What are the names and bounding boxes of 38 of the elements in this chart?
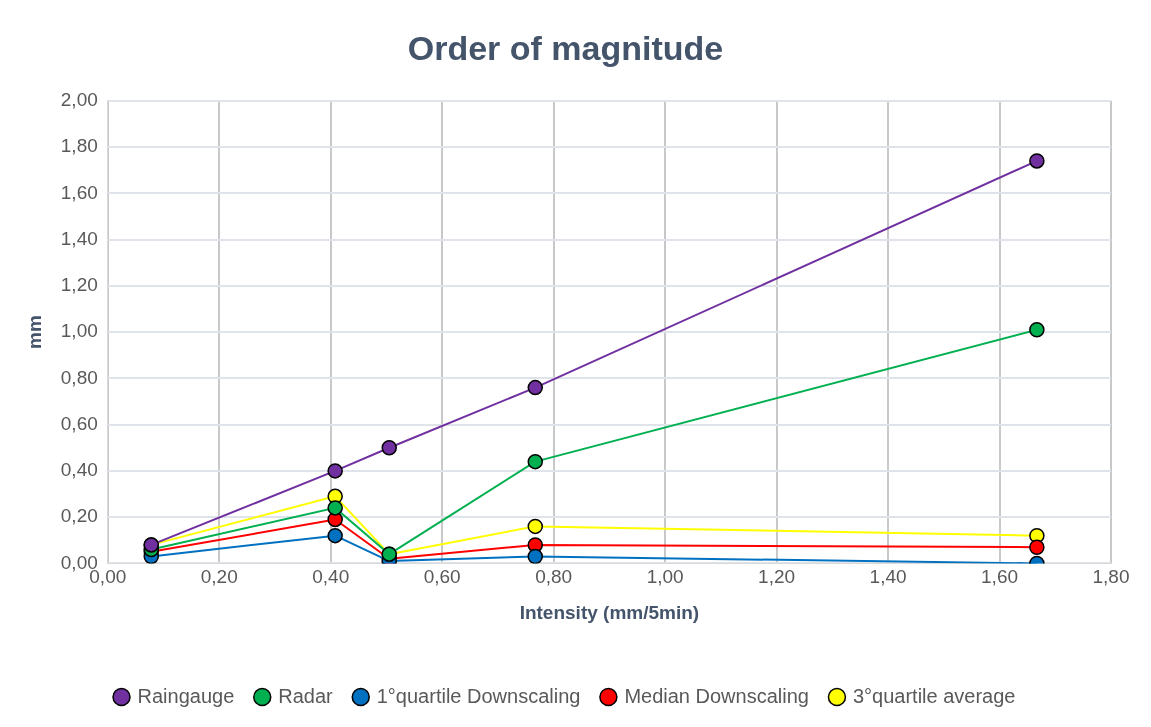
point	[327, 527, 343, 544]
y-tick-label: 1,40	[60, 227, 98, 249]
x-tick-label: 0,80	[535, 566, 573, 588]
y-tick-label: 0,80	[60, 366, 98, 388]
chart-title: Order of magnitude	[407, 28, 724, 67]
point	[1029, 539, 1045, 555]
point	[1029, 322, 1045, 338]
point	[327, 463, 343, 479]
y-tick-label: 0,60	[60, 412, 98, 434]
legend-label: 1°quartile Downscaling	[376, 684, 581, 707]
x-tick-label: 0,40	[312, 566, 350, 588]
y-tick-label: 2,00	[60, 89, 98, 111]
x-tick-label: 1,00	[646, 566, 684, 588]
point	[381, 440, 397, 456]
point	[1029, 153, 1045, 169]
x-tick-label: 1,20	[758, 566, 796, 588]
legend-label: Raingauge	[137, 684, 235, 707]
y-tick-label: 1,80	[60, 135, 98, 157]
legend-label: Median Downscaling	[624, 684, 809, 707]
x-tick-label: 1,60	[981, 566, 1019, 588]
point	[527, 453, 544, 470]
y-tick-label: 0,20	[60, 505, 98, 527]
y-tick-label: 1,20	[60, 274, 98, 296]
x-tick-label: 1,40	[869, 566, 907, 588]
y-tick-label: 1,00	[60, 320, 98, 342]
y-tick-label: 1,60	[60, 181, 98, 203]
x-tick-label: 1,80	[1092, 566, 1130, 588]
y-tick-label: 0,40	[60, 459, 98, 481]
x-axis-title: Intensity (mm/5min)	[519, 601, 700, 623]
y-axis-title: mm	[23, 315, 45, 349]
point	[527, 518, 544, 535]
x-tick-label: 0,60	[423, 566, 461, 588]
legend-label: 3°quartile average	[852, 684, 1016, 707]
point	[527, 379, 544, 396]
x-tick-label: 0,20	[200, 566, 238, 588]
point	[527, 548, 544, 564]
point	[327, 500, 343, 516]
legend-label: Radar	[278, 684, 334, 707]
